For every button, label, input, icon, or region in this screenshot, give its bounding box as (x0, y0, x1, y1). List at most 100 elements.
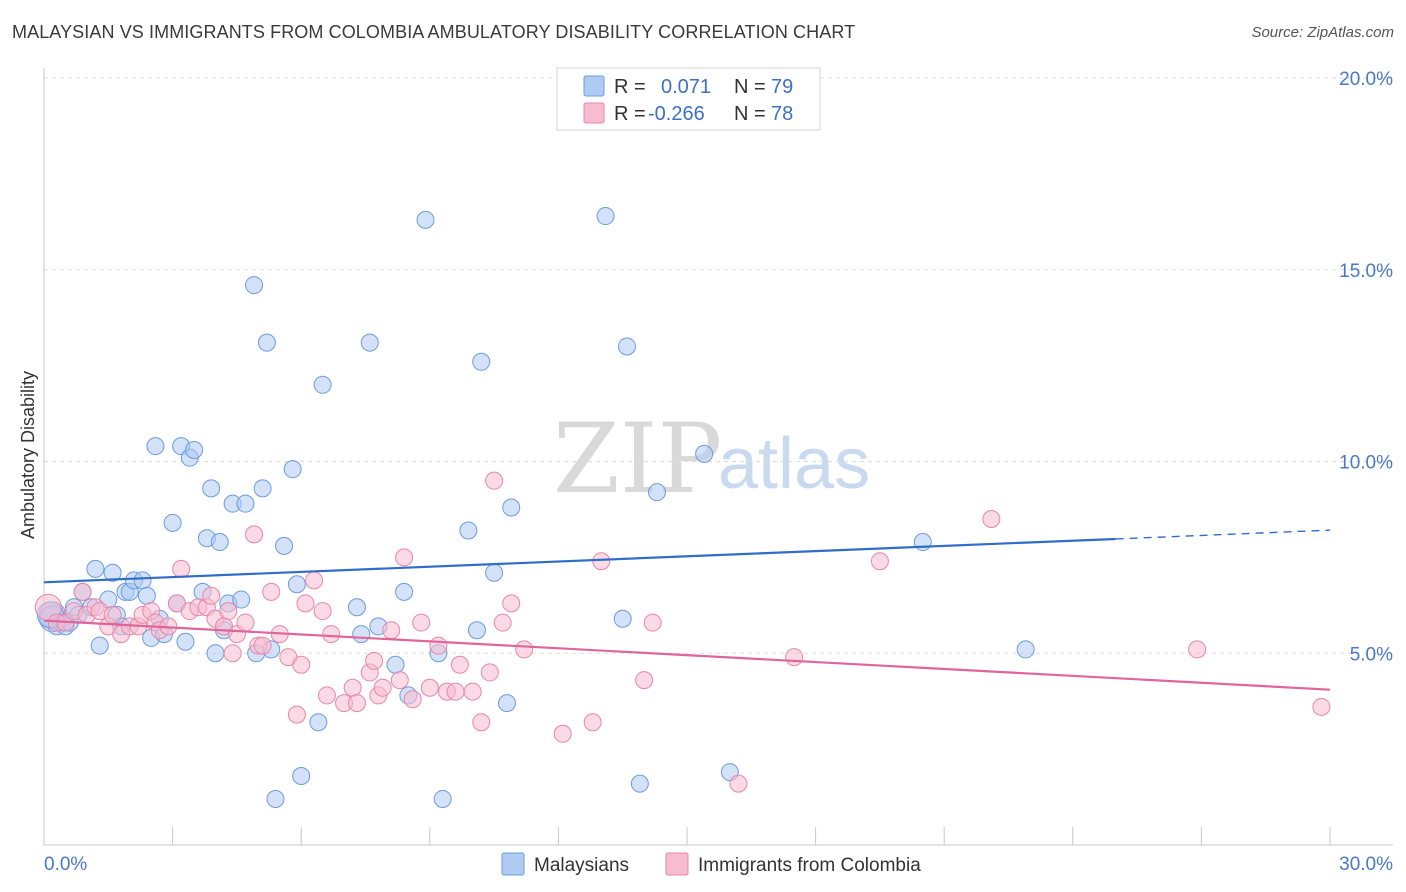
point-malaysians (309, 713, 328, 732)
point-malaysians (416, 210, 435, 229)
legend-n-label-1: N = (734, 76, 766, 98)
point-colombia (202, 586, 221, 605)
legend-r-value-2: -0.266 (648, 103, 705, 125)
point-colombia (322, 625, 341, 644)
point-colombia (870, 552, 889, 571)
point-malaysians (283, 460, 302, 479)
point-malaysians (137, 586, 156, 605)
point-colombia (373, 678, 392, 697)
legend-r-label-1: R = (614, 76, 646, 98)
point-malaysians (695, 444, 714, 463)
point-malaysians (596, 207, 615, 226)
point-colombia (343, 678, 362, 697)
y-tick-label: 15.0% (1339, 261, 1393, 282)
point-malaysians (647, 483, 666, 502)
point-colombia (1188, 640, 1207, 659)
point-malaysians (86, 559, 105, 578)
point-malaysians (163, 513, 182, 532)
trend-line-colombia (43, 619, 1331, 691)
series-legend-swatch-colombia (665, 852, 689, 876)
point-colombia (219, 602, 238, 621)
point-malaysians (202, 479, 221, 498)
point-malaysians (146, 437, 165, 456)
y-tick-label: 20.0% (1339, 69, 1393, 90)
point-colombia (317, 686, 336, 705)
point-malaysians (617, 337, 636, 356)
point-malaysians (613, 609, 632, 628)
point-malaysians (253, 479, 272, 498)
point-malaysians (185, 440, 204, 459)
point-malaysians (433, 789, 452, 808)
point-colombia (305, 571, 324, 590)
point-colombia (262, 582, 281, 601)
point-colombia (1312, 697, 1331, 716)
point-colombia (729, 774, 748, 793)
point-colombia (592, 552, 611, 571)
point-colombia (502, 594, 521, 613)
point-colombia (287, 705, 306, 724)
point-colombia (982, 510, 1001, 529)
point-malaysians (497, 694, 516, 713)
trend-line-malaysians (43, 537, 1116, 584)
y-tick-label: 10.0% (1339, 453, 1393, 474)
tick-labels: 5.0% 10.0% 15.0% 20.0% (1339, 69, 1393, 665)
point-colombia (172, 559, 191, 578)
point-malaysians (485, 563, 504, 582)
legend-n-value-1: 79 (771, 76, 793, 98)
point-malaysians (103, 563, 122, 582)
point-malaysians (90, 636, 109, 655)
gridlines (44, 77, 1393, 654)
legend-swatch-malaysians (583, 75, 605, 97)
point-colombia (245, 525, 264, 544)
point-colombia (73, 582, 92, 601)
point-colombia (485, 471, 504, 490)
point-malaysians (459, 521, 478, 540)
series-legend-swatch-malaysians (501, 852, 525, 876)
point-malaysians (472, 352, 491, 371)
legend-r-label-2: R = (614, 103, 646, 125)
series-legend: Malaysians Immigrants from Colombia (501, 852, 921, 876)
trend-lines (43, 529, 1331, 691)
point-colombia (223, 644, 242, 663)
point-malaysians (210, 533, 229, 552)
point-colombia (446, 682, 465, 701)
point-colombia (493, 613, 512, 632)
point-colombia (296, 594, 315, 613)
point-malaysians (236, 494, 255, 513)
point-colombia (515, 640, 534, 659)
point-colombia (583, 713, 602, 732)
x-tick-max: 30.0% (1339, 854, 1393, 875)
point-colombia (395, 548, 414, 567)
correlation-legend: R = 0.071 N = 79 R = -0.266 N = 78 (556, 67, 821, 131)
point-malaysians (257, 333, 276, 352)
data-points (34, 207, 1331, 808)
point-colombia (412, 613, 431, 632)
point-malaysians (133, 571, 152, 590)
point-malaysians (206, 644, 225, 663)
series-legend-label-colombia: Immigrants from Colombia (698, 855, 921, 876)
legend-r-value-1: 0.071 (661, 76, 711, 98)
point-malaysians (467, 621, 486, 640)
point-malaysians (292, 766, 311, 785)
point-colombia (292, 655, 311, 674)
point-colombia (480, 663, 499, 682)
point-colombia (643, 613, 662, 632)
point-colombia (420, 678, 439, 697)
point-colombia (553, 724, 572, 743)
point-malaysians (245, 276, 264, 295)
point-colombia (365, 651, 384, 670)
legend-n-value-2: 78 (771, 103, 793, 125)
legend-swatch-colombia (583, 102, 605, 124)
legend-n-label-2: N = (734, 103, 766, 125)
point-malaysians (232, 590, 251, 609)
point-malaysians (266, 789, 285, 808)
point-colombia (429, 636, 448, 655)
point-colombia (472, 713, 491, 732)
trend-line-malaysians-extension (1115, 529, 1331, 540)
source-credit: Source: ZipAtlas.com (1251, 24, 1394, 41)
point-malaysians (1016, 640, 1035, 659)
point-colombia (785, 648, 804, 667)
point-malaysians (502, 498, 521, 517)
point-malaysians (352, 625, 371, 644)
